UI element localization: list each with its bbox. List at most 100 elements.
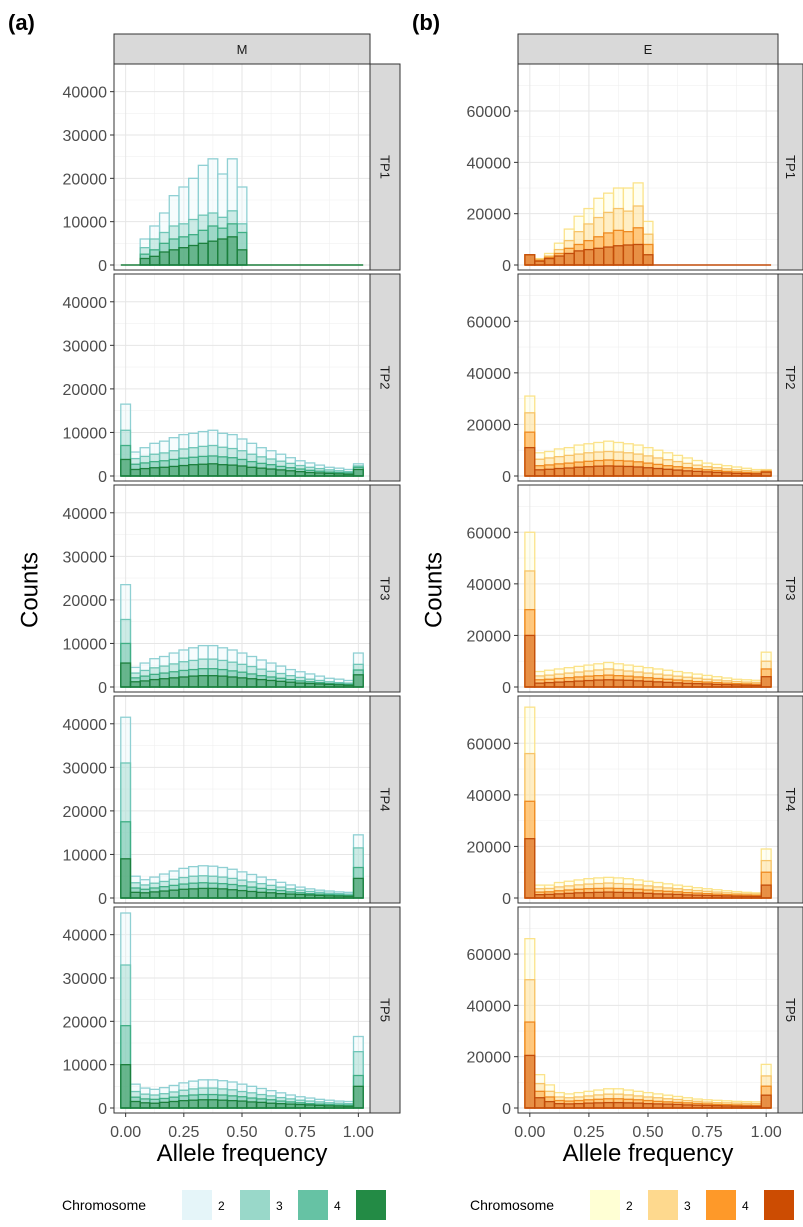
histogram-bar [188, 1099, 200, 1109]
series-2 [524, 395, 772, 477]
histogram-bar [120, 458, 132, 477]
histogram-bar [612, 679, 625, 688]
y-tick-label: 10000 [63, 847, 108, 864]
histogram-bar [139, 467, 151, 477]
y-tick-label: 40000 [467, 788, 512, 805]
histogram-bar [217, 888, 229, 899]
histogram-bar [178, 888, 190, 899]
histogram-bar [168, 889, 180, 899]
histogram-bar [217, 1099, 229, 1109]
column-strip [113, 33, 371, 65]
histogram-bar [652, 681, 664, 688]
histogram-bar [255, 891, 267, 899]
y-tick-label: 30000 [63, 338, 108, 355]
x-tick-label: 0.00 [110, 1124, 141, 1141]
series-last [524, 838, 772, 899]
legend-label: 3 [276, 1199, 283, 1213]
histogram-bar [120, 662, 132, 688]
x-axis-title: Allele frequency [563, 1140, 734, 1167]
histogram-bar [149, 891, 161, 899]
histogram-bar [178, 1099, 190, 1109]
y-tick-label: 40000 [467, 366, 512, 383]
facet-tp4: 0 20000 40000 60000 TP4 [467, 695, 803, 908]
histogram-bar [129, 1100, 141, 1109]
histogram-bar [158, 1101, 170, 1109]
histogram-bar [178, 676, 190, 688]
histogram-bar [612, 465, 625, 477]
y-tick-label: 30000 [63, 128, 108, 145]
legend-key [706, 1190, 736, 1220]
histogram-bar [168, 1100, 180, 1109]
histogram-bar [217, 238, 229, 266]
histogram-bar [236, 889, 248, 899]
histogram-bar [563, 467, 575, 477]
row-strip-label: TP3 [378, 577, 393, 601]
y-tick-label: 20000 [63, 1014, 108, 1031]
facet-tp3: 0 20000 40000 60000 TP3 [467, 484, 803, 697]
histogram-bar [534, 469, 546, 477]
y-tick-label: 40000 [467, 998, 512, 1015]
histogram-bar [284, 470, 296, 477]
histogram-bar [226, 676, 238, 688]
histogram-bar [352, 674, 364, 688]
facet-tp4: 0 10000 20000 30000 40000 TP4 [63, 695, 401, 908]
row-strip-label: TP1 [378, 155, 393, 179]
y-tick-label: 60000 [467, 736, 512, 753]
y-tick-label: 20000 [467, 417, 512, 434]
legend-key [648, 1190, 678, 1220]
histogram-bar [352, 1085, 364, 1109]
y-tick-label: 0 [502, 469, 511, 486]
x-tick-label: 0.50 [632, 1124, 663, 1141]
histogram-bar [622, 891, 634, 899]
y-tick-label: 10000 [63, 425, 108, 442]
row-strip [369, 906, 401, 1114]
histogram-bar [553, 255, 565, 266]
legend-label: 4 [334, 1199, 341, 1213]
legend-label: 2 [218, 1199, 225, 1213]
histogram-bar [352, 877, 364, 899]
histogram-bar [158, 251, 170, 266]
histogram-bar [681, 470, 693, 477]
legend-label: 2 [626, 1199, 633, 1213]
histogram-bar [246, 1101, 258, 1109]
panel-m: (a) M 0 10000 20000 30000 40000 TP1 0 10000 20000 3… [8, 10, 401, 1220]
histogram-bar [246, 890, 258, 899]
y-tick-label: 60000 [467, 314, 512, 331]
legend-key [182, 1190, 212, 1220]
y-tick-label: 40000 [63, 295, 108, 312]
histogram-bar [265, 679, 277, 688]
row-strip [369, 273, 401, 482]
histogram-bar [352, 468, 364, 477]
y-tick-label: 20000 [467, 628, 512, 645]
histogram-bar [642, 254, 654, 266]
series-3 [120, 762, 364, 899]
histogram-bar [563, 252, 575, 266]
histogram-bar [178, 464, 190, 477]
histogram-bar [158, 466, 170, 477]
panel-e: (b) E 0 20000 40000 60000 TP1 0 20000 40000 60000 T… [412, 10, 803, 1220]
facet-tp2: 0 10000 20000 30000 40000 TP2 [63, 273, 401, 486]
histogram-bar [236, 677, 248, 688]
histogram-bar [603, 891, 615, 899]
row-strip [777, 906, 803, 1114]
y-tick-label: 60000 [467, 104, 512, 121]
histogram-bar [632, 466, 644, 477]
histogram-bar [217, 675, 229, 688]
histogram-bar [246, 678, 258, 688]
histogram-bar [583, 679, 595, 688]
y-tick-label: 20000 [63, 804, 108, 821]
panel-label: (b) [412, 10, 440, 35]
histogram-bar [573, 892, 585, 899]
histogram-bar [543, 257, 556, 266]
legend-title: Chromosome [62, 1197, 146, 1213]
histogram-bar [275, 469, 287, 477]
y-tick-label: 0 [98, 891, 107, 908]
facet-tp2: 0 20000 40000 60000 TP2 [467, 273, 803, 486]
histogram-bar [188, 244, 200, 266]
histogram-bar [524, 446, 536, 477]
histogram-bar [129, 468, 141, 477]
legend-label: 4 [742, 1199, 749, 1213]
histogram-bar [543, 1100, 556, 1109]
histogram-bar [760, 884, 772, 899]
legend: Chromosome 2 3 4 [470, 1190, 794, 1220]
